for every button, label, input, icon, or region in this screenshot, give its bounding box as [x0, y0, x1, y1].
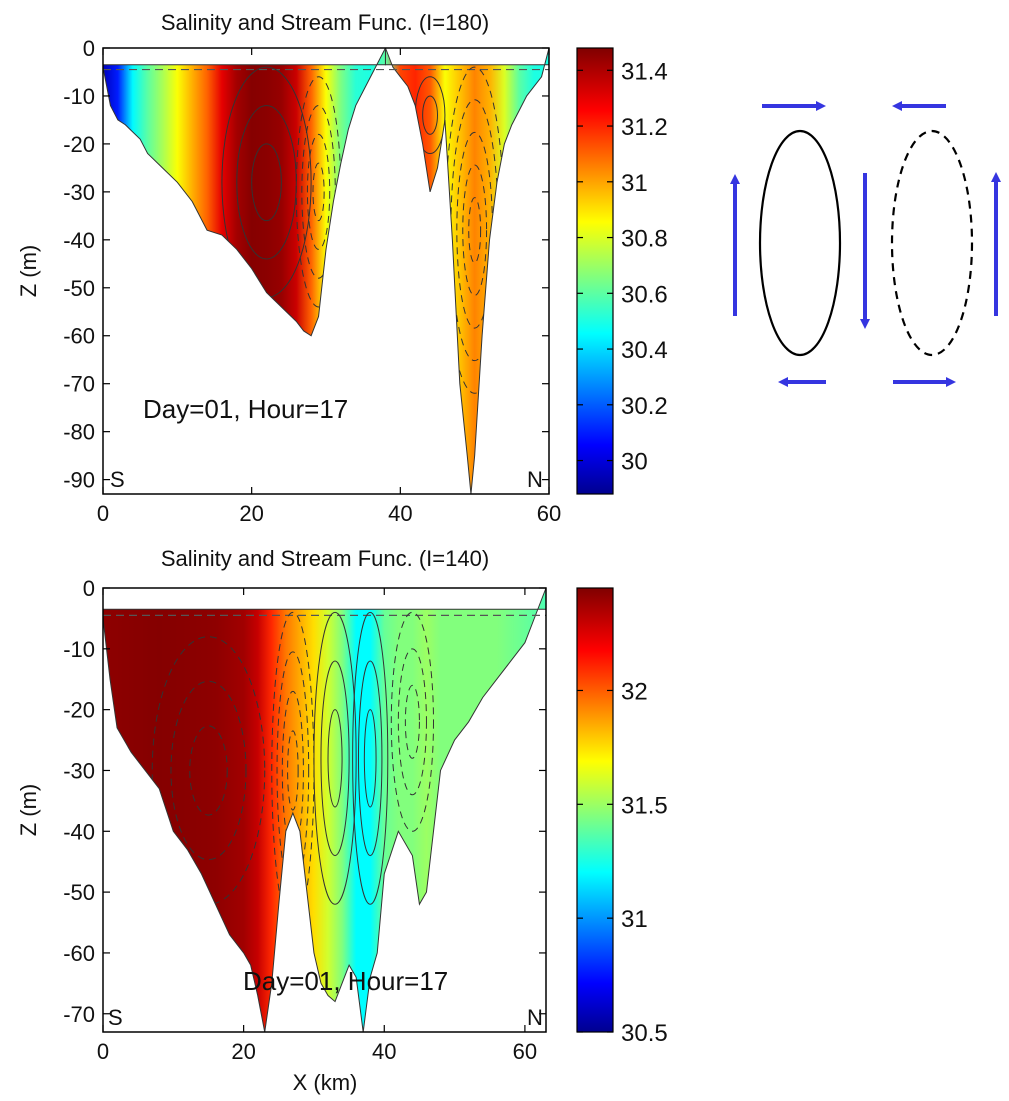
panel-top-colorbar: 31.4 31.2 31 30.8 30.6 30.4 30.2 30 — [576, 47, 668, 495]
streamfunction-contour — [312, 162, 325, 222]
bathymetry-outline — [102, 587, 547, 1033]
panel-top-yticks: 0 -10 -20 -30 -40 -50 -60 -70 -80 -90 — [63, 36, 549, 493]
dashed-cell-ellipse — [890, 129, 974, 357]
xtick-label: 60 — [537, 501, 561, 526]
streamfunction-contour — [352, 611, 389, 905]
ytick-label: -30 — [63, 758, 95, 783]
streamfunction-contour — [327, 709, 343, 808]
panel-top-plot-area — [102, 47, 550, 495]
ytick-label: -60 — [63, 324, 95, 349]
streamfunction-contour — [390, 611, 434, 832]
panel-top-title: Salinity and Stream Func. (I=180) — [161, 10, 489, 35]
colorbar-tick-label: 31.4 — [621, 58, 668, 85]
panel-bottom-colorbar-bar — [576, 587, 614, 1033]
ytick-label: -50 — [63, 276, 95, 301]
panel-top-colorbar-bar — [576, 47, 614, 495]
colorbar-tick-label: 31 — [621, 906, 648, 933]
xtick-label: 40 — [388, 501, 412, 526]
colorbar-tick-label: 30.2 — [621, 393, 668, 420]
colorbar-tick-label: 31.5 — [621, 792, 668, 819]
panel-bottom-annotation: Day=01, Hour=17 — [243, 966, 448, 996]
panel-bottom-xticks: 0 20 40 60 — [97, 588, 537, 1064]
ytick-label: -70 — [63, 372, 95, 397]
colorbar-tick-label: 30 — [621, 449, 648, 476]
streamfunction-contour — [462, 164, 488, 296]
xtick-label: 20 — [239, 501, 263, 526]
panel-top-xticks: 0 20 40 60 — [97, 48, 561, 526]
streamfunction-contour — [397, 648, 427, 796]
xtick-label: 0 — [97, 501, 109, 526]
streamfunction-contour — [422, 95, 439, 135]
panel-bottom-xlabel: X (km) — [293, 1070, 358, 1095]
ytick-label: 0 — [83, 36, 95, 61]
panel-top-colorbar-ticks: 31.4 31.2 31 30.8 30.6 30.4 30.2 30 — [577, 58, 668, 476]
xtick-label: 20 — [231, 1039, 255, 1064]
panel-bottom-colorbar-ticks: 32 31.5 31 30.5 — [577, 678, 668, 1047]
ytick-label: -40 — [63, 228, 95, 253]
panel-top-ylabel: Z (m) — [16, 245, 41, 298]
panel-top-south-label: S — [110, 467, 125, 492]
solid-cell-ellipse — [758, 129, 842, 357]
panel-bottom-south-label: S — [108, 1005, 123, 1030]
panel-bottom-colorbar: 32 31.5 31 30.5 — [576, 587, 668, 1047]
ytick-label: -10 — [63, 637, 95, 662]
colorbar-tick-label: 32 — [621, 678, 648, 705]
colorbar-tick-label: 31 — [621, 170, 648, 197]
ytick-label: -10 — [63, 84, 95, 109]
ytick-label: 0 — [83, 576, 95, 601]
streamfunction-contour — [468, 197, 482, 264]
panel-bottom-yticks: 0 -10 -20 -30 -40 -50 -60 -70 — [63, 576, 546, 1027]
streamfunction-contour — [236, 105, 297, 260]
streamfunction-contour — [151, 636, 266, 905]
colorbar-tick-label: 31.2 — [621, 114, 668, 141]
panel-bottom-north-label: N — [527, 1005, 543, 1030]
panel-bottom: Salinity and Stream Func. (I=140) Z (m) … — [16, 546, 668, 1095]
ytick-label: -20 — [63, 132, 95, 157]
streamfunction-contour — [320, 660, 350, 857]
ytick-label: -60 — [63, 941, 95, 966]
streamfunction-contour — [287, 730, 299, 811]
xtick-label: 40 — [372, 1039, 396, 1064]
xtick-label: 60 — [513, 1039, 537, 1064]
colorbar-tick-label: 30.8 — [621, 226, 668, 253]
panel-top-north-label: N — [527, 467, 543, 492]
streamfunction-contour — [170, 680, 247, 861]
xtick-label: 0 — [97, 1039, 109, 1064]
streamfunction-contour — [189, 725, 228, 816]
ytick-label: -50 — [63, 880, 95, 905]
panel-top-axes-frame — [102, 47, 550, 495]
panel-top: Salinity and Stream Func. (I=180) Z (m) … — [16, 10, 668, 526]
streamfunction-contour — [404, 684, 420, 759]
ytick-label: -40 — [63, 819, 95, 844]
ytick-label: -90 — [63, 468, 95, 493]
circulation-schematic — [730, 101, 1001, 387]
streamfunction-contour — [251, 143, 282, 222]
ytick-label: -30 — [63, 180, 95, 205]
ytick-label: -80 — [63, 420, 95, 445]
bathymetry-outline — [102, 47, 386, 337]
panel-bottom-ylabel: Z (m) — [16, 784, 41, 837]
streamfunction-contour — [357, 660, 383, 857]
colorbar-tick-label: 30.6 — [621, 281, 668, 308]
panel-bottom-axes-frame — [102, 587, 547, 1033]
colorbar-tick-label: 30.4 — [621, 337, 668, 364]
streamfunction-contour — [281, 690, 304, 851]
ytick-label: -20 — [63, 698, 95, 723]
panel-top-annotation: Day=01, Hour=17 — [143, 394, 348, 424]
colorbar-tick-label: 30.5 — [621, 1020, 668, 1047]
streamfunction-contour — [306, 133, 331, 250]
panel-bottom-title: Salinity and Stream Func. (I=140) — [161, 546, 489, 571]
streamfunction-contour — [313, 611, 357, 905]
ytick-label: -70 — [63, 1002, 95, 1027]
panel-bottom-streamfunction-contours — [102, 587, 547, 1033]
streamfunction-contour — [363, 709, 377, 808]
